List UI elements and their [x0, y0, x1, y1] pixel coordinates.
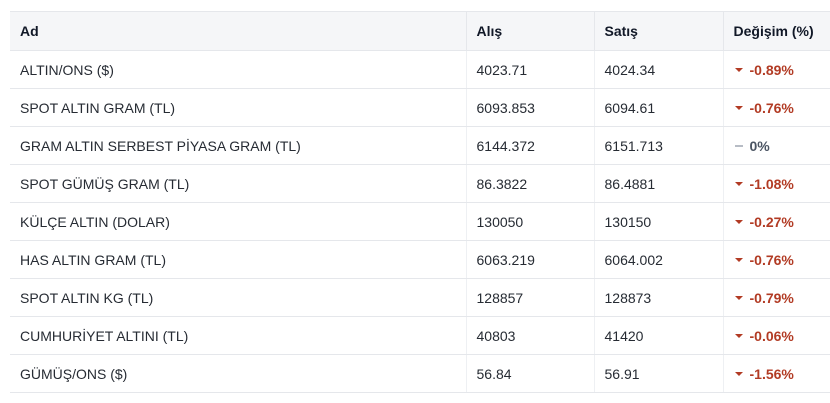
dash-icon — [734, 144, 743, 147]
cell-change: -0.76% — [723, 240, 830, 279]
change-value: -0.76% — [749, 251, 794, 268]
cell-sell: 6064.002 — [594, 240, 724, 279]
cell-name: SPOT ALTIN KG (TL) — [10, 278, 467, 317]
table-row[interactable]: CUMHURİYET ALTINI (TL) 40803 41420 -0.06% — [10, 316, 830, 355]
change-indicator: -0.89% — [734, 62, 830, 78]
cell-change: -0.89% — [723, 50, 830, 89]
change-value: -0.06% — [749, 327, 794, 344]
cell-sell: 56.91 — [594, 354, 724, 393]
table-row[interactable]: KÜLÇE ALTIN (DOLAR) 130050 130150 -0.27% — [10, 202, 830, 241]
change-value: -0.76% — [749, 99, 794, 116]
cell-sell: 6151.713 — [594, 126, 724, 165]
table-row[interactable]: HAS ALTIN GRAM (TL) 6063.219 6064.002 -0.76… — [10, 240, 830, 279]
table-row[interactable]: ALTIN/ONS ($) 4023.71 4024.34 -0.89% — [10, 50, 830, 89]
change-value: -1.56% — [749, 365, 794, 382]
cell-change: -0.06% — [723, 316, 830, 355]
table-header-row: Ad Alış Satış Değişim (%) — [10, 12, 830, 51]
column-header-buy[interactable]: Alış — [466, 12, 595, 51]
column-header-change[interactable]: Değişim (%) — [723, 12, 830, 51]
cell-name: KÜLÇE ALTIN (DOLAR) — [10, 202, 467, 241]
cell-name: CUMHURİYET ALTINI (TL) — [10, 316, 467, 355]
cell-buy: 86.3822 — [466, 164, 595, 203]
table-row[interactable]: GRAM ALTIN SERBEST PİYASA GRAM (TL) 6144.… — [10, 126, 830, 165]
cell-buy: 130050 — [466, 202, 595, 241]
change-indicator: -1.56% — [734, 366, 830, 382]
change-value: 0% — [749, 137, 770, 154]
cell-buy: 6063.219 — [466, 240, 595, 279]
change-indicator: -0.76% — [734, 100, 830, 116]
cell-change: -0.27% — [723, 202, 830, 241]
caret-down-icon — [734, 333, 743, 338]
cell-buy: 4023.71 — [466, 50, 595, 89]
price-table-container: Ad Alış Satış Değişim (%) ALTIN/ONS ($) 4… — [10, 11, 830, 393]
cell-change: -1.56% — [723, 354, 830, 393]
caret-down-icon — [734, 371, 743, 376]
cell-sell: 41420 — [594, 316, 724, 355]
cell-sell: 130150 — [594, 202, 724, 241]
cell-name: HAS ALTIN GRAM (TL) — [10, 240, 467, 279]
cell-buy: 6144.372 — [466, 126, 595, 165]
change-indicator: -1.08% — [734, 176, 830, 192]
table-row[interactable]: SPOT GÜMÜŞ GRAM (TL) 86.3822 86.4881 -1.08% — [10, 164, 830, 203]
caret-down-icon — [734, 181, 743, 186]
change-indicator: -0.27% — [734, 214, 830, 230]
cell-sell: 6094.61 — [594, 88, 724, 127]
cell-name: SPOT GÜMÜŞ GRAM (TL) — [10, 164, 467, 203]
cell-buy: 56.84 — [466, 354, 595, 393]
column-header-name[interactable]: Ad — [10, 12, 467, 51]
change-indicator: -0.79% — [734, 290, 830, 306]
change-value: -1.08% — [749, 175, 794, 192]
caret-down-icon — [734, 105, 743, 110]
table-row[interactable]: SPOT ALTIN GRAM (TL) 6093.853 6094.61 -0.76… — [10, 88, 830, 127]
caret-down-icon — [734, 219, 743, 224]
change-indicator: -0.06% — [734, 328, 830, 344]
caret-down-icon — [734, 67, 743, 72]
cell-buy: 128857 — [466, 278, 595, 317]
change-value: -0.27% — [749, 213, 794, 230]
cell-buy: 40803 — [466, 316, 595, 355]
cell-name: GRAM ALTIN SERBEST PİYASA GRAM (TL) — [10, 126, 467, 165]
cell-sell: 4024.34 — [594, 50, 724, 89]
cell-name: ALTIN/ONS ($) — [10, 50, 467, 89]
change-indicator: 0% — [734, 138, 830, 154]
change-value: -0.89% — [749, 61, 794, 78]
table-row[interactable]: GÜMÜŞ/ONS ($) 56.84 56.91 -1.56% — [10, 354, 830, 393]
column-header-sell[interactable]: Satış — [594, 12, 724, 51]
change-indicator: -0.76% — [734, 252, 830, 268]
cell-change: -0.76% — [723, 88, 830, 127]
caret-down-icon — [734, 257, 743, 262]
cell-change: 0% — [723, 126, 830, 165]
cell-change: -1.08% — [723, 164, 830, 203]
cell-sell: 128873 — [594, 278, 724, 317]
cell-change: -0.79% — [723, 278, 830, 317]
cell-name: SPOT ALTIN GRAM (TL) — [10, 88, 467, 127]
table-body: ALTIN/ONS ($) 4023.71 4024.34 -0.89% SPOT AL… — [10, 50, 830, 393]
cell-sell: 86.4881 — [594, 164, 724, 203]
gold-price-table: Ad Alış Satış Değişim (%) ALTIN/ONS ($) 4… — [10, 12, 830, 393]
table-row[interactable]: SPOT ALTIN KG (TL) 128857 128873 -0.79% — [10, 278, 830, 317]
change-value: -0.79% — [749, 289, 794, 306]
cell-buy: 6093.853 — [466, 88, 595, 127]
caret-down-icon — [734, 295, 743, 300]
cell-name: GÜMÜŞ/ONS ($) — [10, 354, 467, 393]
